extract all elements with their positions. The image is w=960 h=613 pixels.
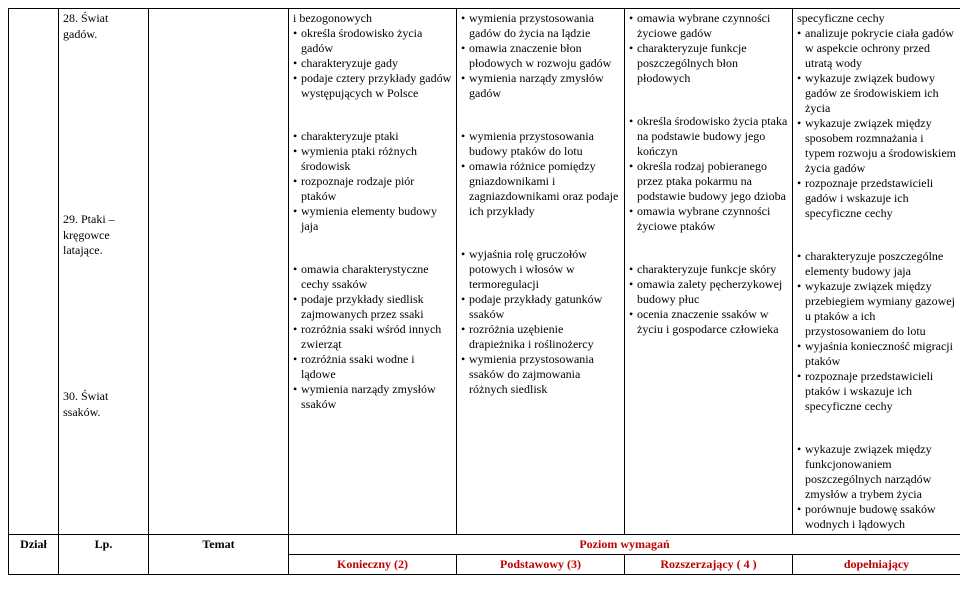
bullet-item: omawia wybrane czynności życiowe gadów [629,11,788,41]
header-row-1: Dział Lp. Temat Poziom wymagań [9,535,960,555]
header-dzial: Dział [9,535,59,575]
bullet-list: wymienia przystosowania gadów do życia n… [461,11,620,101]
level-block: określa środowisko życia ptaka na podsta… [629,114,788,234]
header-level-0: Konieczny (2) [289,555,457,575]
bullet-item: charakteryzuje funkcje poszczególnych bł… [629,41,788,86]
bullet-item: określa środowisko życia ptaka na podsta… [629,114,788,159]
bullet-item: rozróżnia ssaki wodne i lądowe [293,352,452,382]
temat-cell [149,9,289,535]
level-block: charakteryzuje ptakiwymienia ptaki różny… [293,129,452,234]
header-poziom: Poziom wymagań [289,535,960,555]
bullet-item: wymienia przystosowania gadów do życia n… [461,11,620,41]
level-block: charakteryzuje funkcje skóryomawia zalet… [629,262,788,337]
bullet-item: rozpoznaje rodzaje piór ptaków [293,174,452,204]
bullet-item: wykazuje związek budowy gadów ze środowi… [797,71,956,116]
header-lp: Lp. [59,535,149,575]
bullet-list: charakteryzuje poszczególne elementy bud… [797,249,956,414]
bullet-list: omawia charakterystyczne cechy ssakówpod… [293,262,452,412]
bullet-item: wymienia narządy zmysłów ssaków [293,382,452,412]
level-block: i bezogonowychokreśla środowisko życia g… [293,11,452,101]
bullet-item: wyjaśnia rolę gruczołów potowych i włosó… [461,247,620,292]
bullet-item: omawia różnice pomiędzy gniazdownikami i… [461,159,620,219]
level-block: omawia wybrane czynności życiowe gadówch… [629,11,788,86]
header-temat: Temat [149,535,289,575]
bullet-item: wymienia przystosowania budowy ptaków do… [461,129,620,159]
bullet-item: charakteryzuje ptaki [293,129,452,144]
bullet-list: określa środowisko życia gadówcharaktery… [293,26,452,101]
bullet-item: podaje przykłady gatunków ssaków [461,292,620,322]
topic-cell: 28. Świat gadów. 29. Ptaki – kręgowce lat… [59,9,149,535]
level-block: omawia charakterystyczne cechy ssakówpod… [293,262,452,412]
bullet-list: wyjaśnia rolę gruczołów potowych i włosó… [461,247,620,397]
bullet-item: podaje przykłady siedlisk zajmowanych pr… [293,292,452,322]
bullet-item: określa środowisko życia gadów [293,26,452,56]
level-block: charakteryzuje poszczególne elementy bud… [797,249,956,414]
bullet-list: wymienia przystosowania budowy ptaków do… [461,129,620,219]
topic-label: 28. Świat gadów. [63,11,144,42]
bullet-item: charakteryzuje funkcje skóry [629,262,788,277]
bullet-list: charakteryzuje funkcje skóryomawia zalet… [629,262,788,337]
level-cell: specyficzne cechyanalizuje pokrycie ciał… [793,9,960,535]
header-level-3: dopełniający [793,555,960,575]
bullet-item: porównuje budowę ssaków wodnych i lądowy… [797,502,956,532]
bullet-item: rozpoznaje przedstawicieli ptaków i wska… [797,369,956,414]
bullet-item: wymienia ptaki różnych środowisk [293,144,452,174]
bullet-item: wykazuje związek między funkcjonowaniem … [797,442,956,502]
level-cell: omawia wybrane czynności życiowe gadówch… [625,9,793,535]
topic-label: 29. Ptaki – kręgowce latające. [63,212,144,259]
header-level-2: Rozszerzający ( 4 ) [625,555,793,575]
bullet-list: wykazuje związek między funkcjonowaniem … [797,442,956,532]
bullet-item: rozróżnia uzębienie drapieżnika i roślin… [461,322,620,352]
bullet-item: charakteryzuje gady [293,56,452,71]
level-cell: i bezogonowychokreśla środowisko życia g… [289,9,457,535]
continuation-text: specyficzne cechy [797,11,956,26]
bullet-item: omawia wybrane czynności życiowe ptaków [629,204,788,234]
bullet-item: omawia zalety pęcherzykowej budowy płuc [629,277,788,307]
bullet-item: wyjaśnia konieczność migracji ptaków [797,339,956,369]
bullet-item: wymienia narządy zmysłów gadów [461,71,620,101]
requirements-table: 28. Świat gadów. 29. Ptaki – kręgowce lat… [8,8,960,575]
bullet-item: wykazuje związek między sposobem rozmnaż… [797,116,956,176]
bullet-item: podaje cztery przykłady gadów występując… [293,71,452,101]
level-block: wymienia przystosowania gadów do życia n… [461,11,620,101]
bullet-item: charakteryzuje poszczególne elementy bud… [797,249,956,279]
bullet-list: analizuje pokrycie ciała gadów w aspekci… [797,26,956,221]
topic-label: 30. Świat ssaków. [63,389,144,420]
level-cell: wymienia przystosowania gadów do życia n… [457,9,625,535]
bullet-item: ocenia znaczenie ssaków w życiu i gospod… [629,307,788,337]
header-level-1: Podstawowy (3) [457,555,625,575]
bullet-item: wymienia elementy budowy jaja [293,204,452,234]
bullet-item: określa rodzaj pobieranego przez ptaka p… [629,159,788,204]
level-block: wymienia przystosowania budowy ptaków do… [461,129,620,219]
level-block: wykazuje związek między funkcjonowaniem … [797,442,956,532]
bullet-list: określa środowisko życia ptaka na podsta… [629,114,788,234]
bullet-item: analizuje pokrycie ciała gadów w aspekci… [797,26,956,71]
content-row: 28. Świat gadów. 29. Ptaki – kręgowce lat… [9,9,960,535]
level-block: wyjaśnia rolę gruczołów potowych i włosó… [461,247,620,397]
dzial-cell [9,9,59,535]
bullet-list: charakteryzuje ptakiwymienia ptaki różny… [293,129,452,234]
bullet-item: omawia charakterystyczne cechy ssaków [293,262,452,292]
bullet-item: wykazuje związek między przebiegiem wymi… [797,279,956,339]
continuation-text: i bezogonowych [293,11,452,26]
bullet-item: wymienia przystosowania ssaków do zajmow… [461,352,620,397]
bullet-item: rozróżnia ssaki wśród innych zwierząt [293,322,452,352]
bullet-list: omawia wybrane czynności życiowe gadówch… [629,11,788,86]
bullet-item: rozpoznaje przedstawicieli gadów i wskaz… [797,176,956,221]
level-block: specyficzne cechyanalizuje pokrycie ciał… [797,11,956,221]
bullet-item: omawia znaczenie błon płodowych w rozwoj… [461,41,620,71]
